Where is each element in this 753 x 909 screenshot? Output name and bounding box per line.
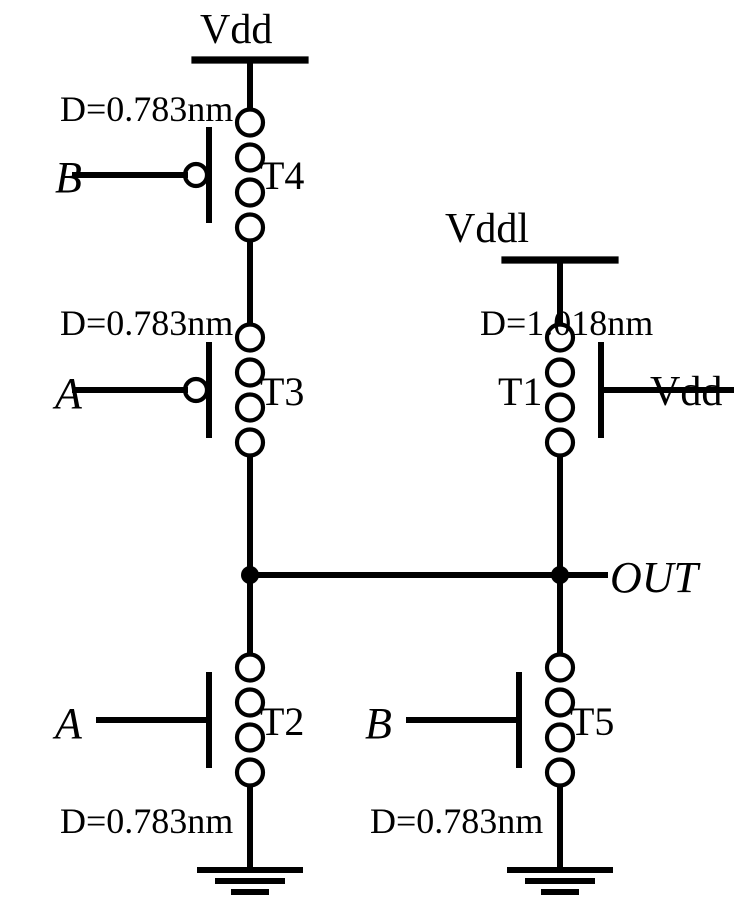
circuit-schematic bbox=[0, 0, 753, 909]
t3-dim: D=0.783nm bbox=[60, 302, 233, 344]
input-b-top: B bbox=[55, 152, 82, 203]
output-label: OUT bbox=[610, 552, 698, 603]
input-a-bot: A bbox=[55, 698, 82, 749]
t5-dim: D=0.783nm bbox=[370, 800, 543, 842]
vddl-label: Vddl bbox=[445, 205, 529, 253]
input-a-mid: A bbox=[55, 368, 82, 419]
vdd-right-label: Vdd bbox=[650, 368, 722, 416]
t5-name: T5 bbox=[570, 698, 614, 745]
t2-name: T2 bbox=[260, 698, 304, 745]
t3-name: T3 bbox=[260, 368, 304, 415]
t4-name: T4 bbox=[260, 152, 304, 199]
vdd-top-label: Vdd bbox=[200, 6, 272, 54]
t1-name: T1 bbox=[498, 368, 542, 415]
t2-dim: D=0.783nm bbox=[60, 800, 233, 842]
t1-dim: D=1.018nm bbox=[480, 302, 653, 344]
t4-dim: D=0.783nm bbox=[60, 88, 233, 130]
input-b-bot: B bbox=[365, 698, 392, 749]
